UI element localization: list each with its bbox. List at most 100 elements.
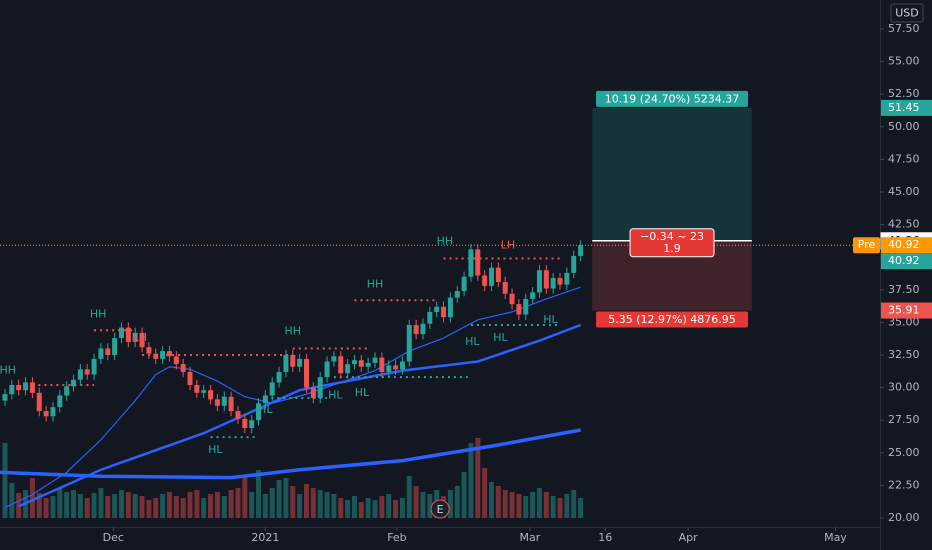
pivot-label: HL xyxy=(328,388,343,401)
last-price-badge-bg xyxy=(881,253,932,270)
loss-label: 5.35 (12.97%) 4876.95 xyxy=(608,313,736,326)
candle-body xyxy=(331,356,337,362)
volume-bar xyxy=(201,498,207,518)
candle-body xyxy=(297,358,303,367)
candle-body xyxy=(530,292,536,299)
candle-body xyxy=(221,396,227,406)
pivot-label: HL xyxy=(258,403,273,416)
earnings-marker xyxy=(430,499,450,519)
candle-body xyxy=(132,332,138,342)
pivot-label: HH xyxy=(0,364,16,377)
premarket-tag: Pre xyxy=(858,238,876,251)
y-tick-label: 47.50 xyxy=(888,152,920,165)
candle-body xyxy=(180,364,186,372)
candle-body xyxy=(64,386,70,396)
volume-bar xyxy=(139,496,145,518)
candle-body xyxy=(208,390,214,400)
volume-bar xyxy=(379,496,385,518)
volume-bar xyxy=(91,493,97,518)
volume-bar xyxy=(228,490,234,518)
volume-bar xyxy=(427,494,433,518)
volume-bar xyxy=(173,496,179,518)
earnings-label: E xyxy=(437,503,444,516)
y-tick-label: 35.00 xyxy=(888,315,920,328)
candle-body xyxy=(235,411,241,419)
candle-body xyxy=(9,384,15,395)
volume-bar xyxy=(269,488,275,518)
volume-bar xyxy=(310,488,316,518)
premarket-badge-bg xyxy=(881,237,932,254)
volume-bar xyxy=(214,492,220,518)
target-badge-bg xyxy=(881,99,932,116)
currency[interactable]: USD xyxy=(895,7,919,20)
profit-label: 10.19 (24.70%) 5234.37 xyxy=(605,92,740,105)
candle-body xyxy=(441,306,447,318)
candle-body xyxy=(23,382,29,391)
candle-body xyxy=(399,361,405,370)
candle-body xyxy=(201,390,207,393)
volume-bar xyxy=(516,494,522,518)
pivot-label: LH xyxy=(133,331,147,344)
volume-bar xyxy=(146,500,152,518)
pivot-label: HL xyxy=(543,313,558,326)
candle-body xyxy=(50,407,56,417)
volume-bar xyxy=(160,494,166,518)
volume-bar xyxy=(256,470,262,518)
candle-body xyxy=(345,364,351,374)
volume-bar xyxy=(543,492,549,518)
volume-bar xyxy=(365,498,371,518)
candle-body xyxy=(468,249,474,277)
candle-body xyxy=(256,403,262,421)
candle-body xyxy=(571,255,577,273)
center-label-bg xyxy=(629,228,715,258)
volume-bar xyxy=(283,478,289,518)
candle-body xyxy=(427,311,433,324)
candle-body xyxy=(153,353,159,359)
premarket-tag-bg xyxy=(853,237,880,254)
candle-body xyxy=(475,249,481,276)
candle-body xyxy=(578,245,584,256)
volume-bar xyxy=(50,496,56,518)
currency-box[interactable] xyxy=(890,3,924,23)
volume-bar xyxy=(468,443,474,518)
volume-bar xyxy=(125,492,131,518)
candle-body xyxy=(43,411,49,417)
candle-body xyxy=(112,338,118,355)
volume-bar xyxy=(98,488,104,518)
volume-bar xyxy=(249,492,255,518)
candle-body xyxy=(84,369,90,375)
candle-body xyxy=(16,384,22,391)
volume-bar xyxy=(153,498,159,518)
candle-body xyxy=(509,293,515,305)
volume-bar xyxy=(509,492,515,518)
y-tick-label: 32.50 xyxy=(888,348,920,361)
x-tick-label: 2021 xyxy=(251,531,279,544)
x-tick-label: 16 xyxy=(598,531,612,544)
candle-body xyxy=(434,306,440,312)
candle-body xyxy=(29,382,35,393)
stop-badge: 35.91 xyxy=(888,304,920,317)
moving-average xyxy=(0,428,581,480)
volume-bar xyxy=(454,486,460,518)
candle-body xyxy=(160,351,166,359)
candle-body xyxy=(420,323,426,335)
volume-bar xyxy=(338,498,344,518)
candle-body xyxy=(125,327,131,342)
volume-bar xyxy=(303,484,309,518)
pivot-label: HL xyxy=(465,335,480,348)
volume-bar xyxy=(297,494,303,518)
candle-body xyxy=(98,348,104,359)
center-label: −0.34 ~ 23 xyxy=(640,230,704,243)
volume-bar xyxy=(2,443,8,518)
volume-bar xyxy=(276,480,282,518)
y-tick-label: 30.00 xyxy=(888,381,920,394)
pivot-label: HH xyxy=(367,278,384,291)
premarket-badge: 40.92 xyxy=(888,238,920,251)
candle-body xyxy=(502,281,508,294)
volume-bar xyxy=(180,498,186,518)
candle-body xyxy=(523,298,529,315)
volume-bar xyxy=(564,494,570,518)
